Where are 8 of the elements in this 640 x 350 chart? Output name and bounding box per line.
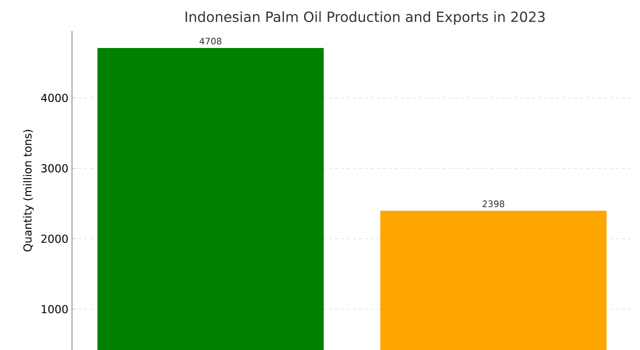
data-label: 4708	[200, 38, 222, 44]
y-tick-label: 4000	[41, 94, 68, 102]
y-tick-label: 3000	[41, 164, 68, 172]
chart-title: Indonesian Palm Oil Production and Exports in 2023	[186, 11, 545, 25]
y-tick-label: 1000	[42, 304, 68, 314]
y-axis-title: Quantity (million tons)	[23, 130, 34, 252]
y-tick-label: 2000	[41, 234, 68, 243]
data-label: 2398	[482, 200, 504, 208]
